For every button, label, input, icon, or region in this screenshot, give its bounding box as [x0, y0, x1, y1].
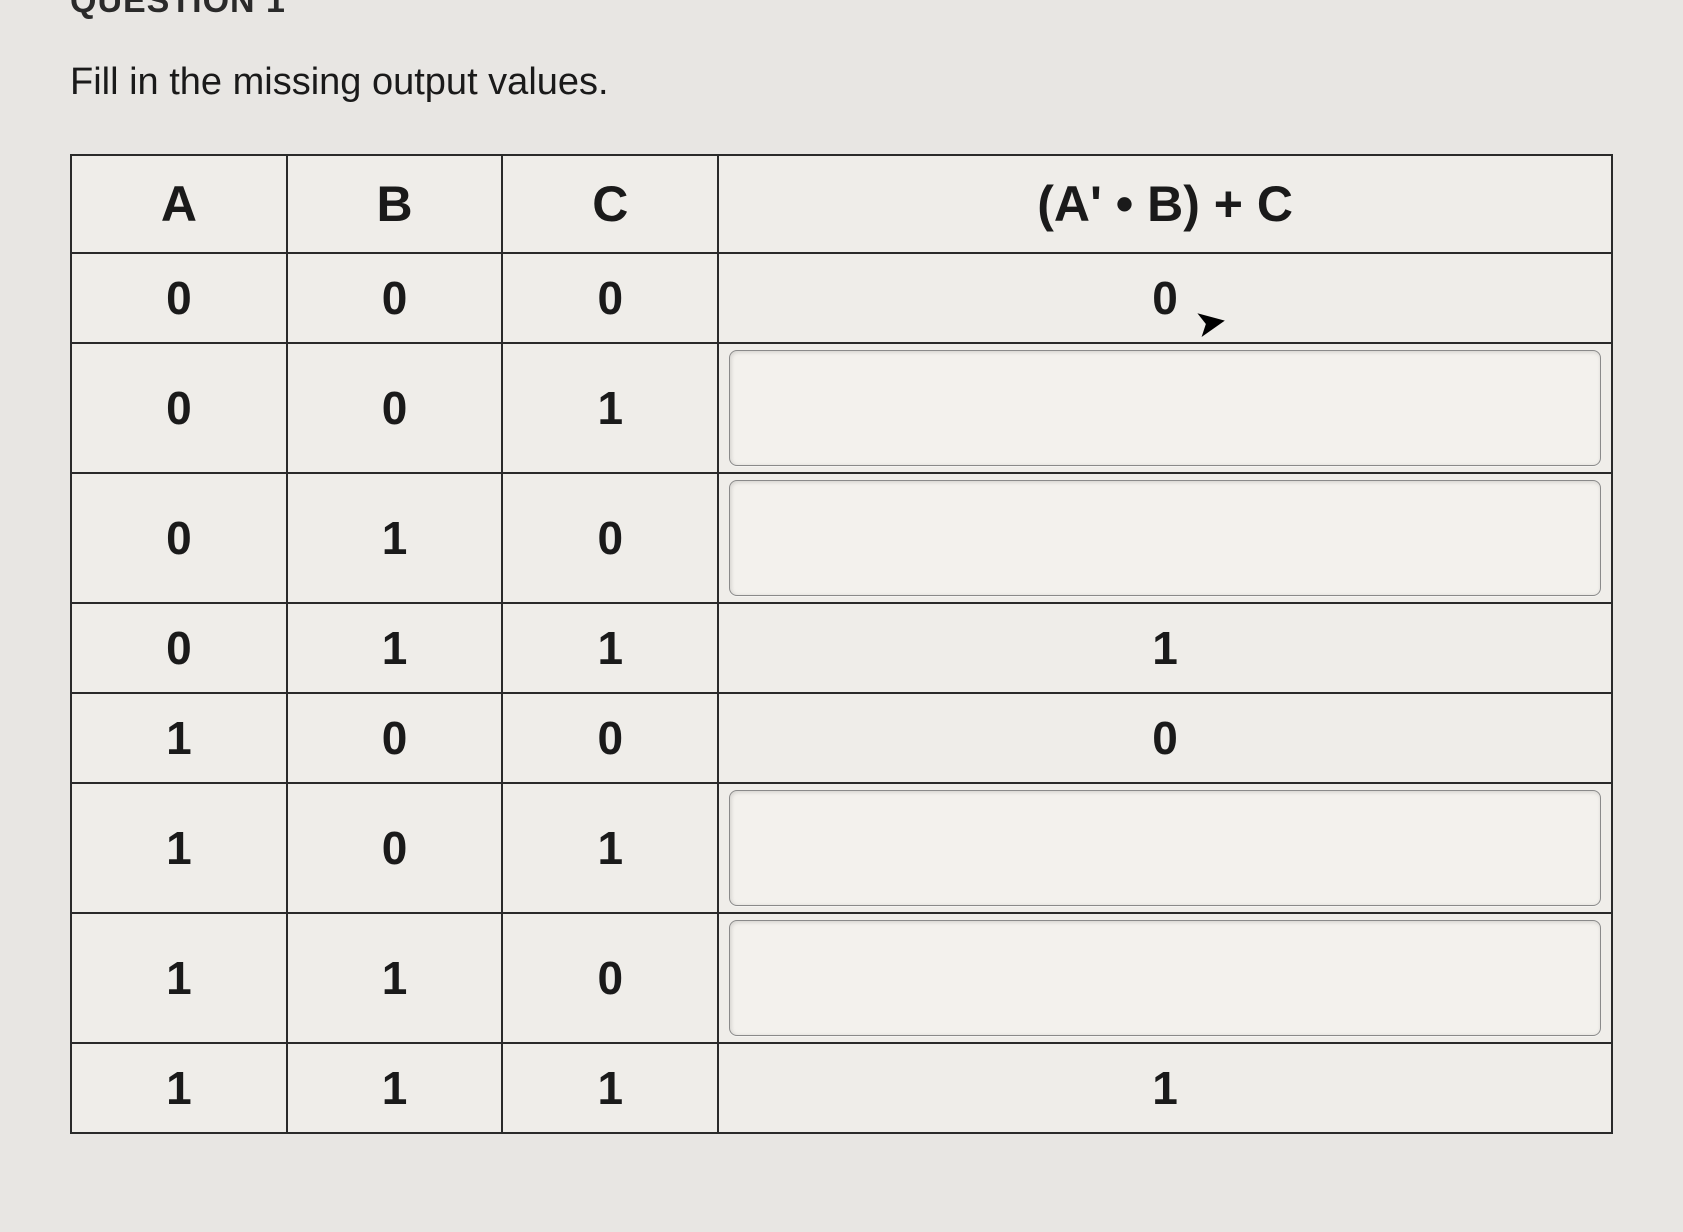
col-header-a: A [71, 155, 287, 253]
cell-b: 1 [287, 473, 503, 603]
cell-a: 0 [71, 603, 287, 693]
cell-output: 0 [718, 693, 1612, 783]
cell-b: 0 [287, 783, 503, 913]
cell-b: 0 [287, 343, 503, 473]
cell-output [718, 913, 1612, 1043]
cell-a: 0 [71, 253, 287, 343]
table-row: 1111 [71, 1043, 1612, 1133]
col-header-b: B [287, 155, 503, 253]
table-row: 1000 [71, 693, 1612, 783]
cell-c: 1 [502, 783, 718, 913]
cell-c: 1 [502, 343, 718, 473]
col-header-c: C [502, 155, 718, 253]
cell-a: 1 [71, 693, 287, 783]
cell-output: 1 [718, 1043, 1612, 1133]
answer-input[interactable] [729, 350, 1601, 466]
cell-c: 0 [502, 253, 718, 343]
cell-c: 0 [502, 473, 718, 603]
answer-input[interactable] [729, 920, 1601, 1036]
cell-a: 1 [71, 783, 287, 913]
answer-input[interactable] [729, 480, 1601, 596]
cell-a: 1 [71, 1043, 287, 1133]
cell-b: 1 [287, 603, 503, 693]
cell-b: 1 [287, 913, 503, 1043]
cell-c: 1 [502, 1043, 718, 1133]
cell-c: 0 [502, 913, 718, 1043]
table-header-row: A B C (A' • B) + C [71, 155, 1612, 253]
question-page: QUESTION 1 Fill in the missing output va… [0, 0, 1683, 1174]
cell-output: 0 [718, 253, 1612, 343]
answer-input[interactable] [729, 790, 1601, 906]
cell-output [718, 343, 1612, 473]
table-row: 010 [71, 473, 1612, 603]
instruction-text: Fill in the missing output values. [70, 61, 1613, 104]
table-row: 101 [71, 783, 1612, 913]
truth-table: A B C (A' • B) + C 000000101001111000101… [70, 154, 1613, 1134]
cell-b: 1 [287, 1043, 503, 1133]
cell-output [718, 473, 1612, 603]
cell-output [718, 783, 1612, 913]
question-label: QUESTION 1 [70, 0, 1613, 21]
cell-a: 0 [71, 473, 287, 603]
table-row: 110 [71, 913, 1612, 1043]
table-row: 0111 [71, 603, 1612, 693]
cell-b: 0 [287, 253, 503, 343]
cell-c: 1 [502, 603, 718, 693]
cell-output: 1 [718, 603, 1612, 693]
cell-c: 0 [502, 693, 718, 783]
cell-a: 0 [71, 343, 287, 473]
cell-a: 1 [71, 913, 287, 1043]
col-header-output: (A' • B) + C [718, 155, 1612, 253]
cell-b: 0 [287, 693, 503, 783]
table-row: 001 [71, 343, 1612, 473]
table-row: 0000 [71, 253, 1612, 343]
